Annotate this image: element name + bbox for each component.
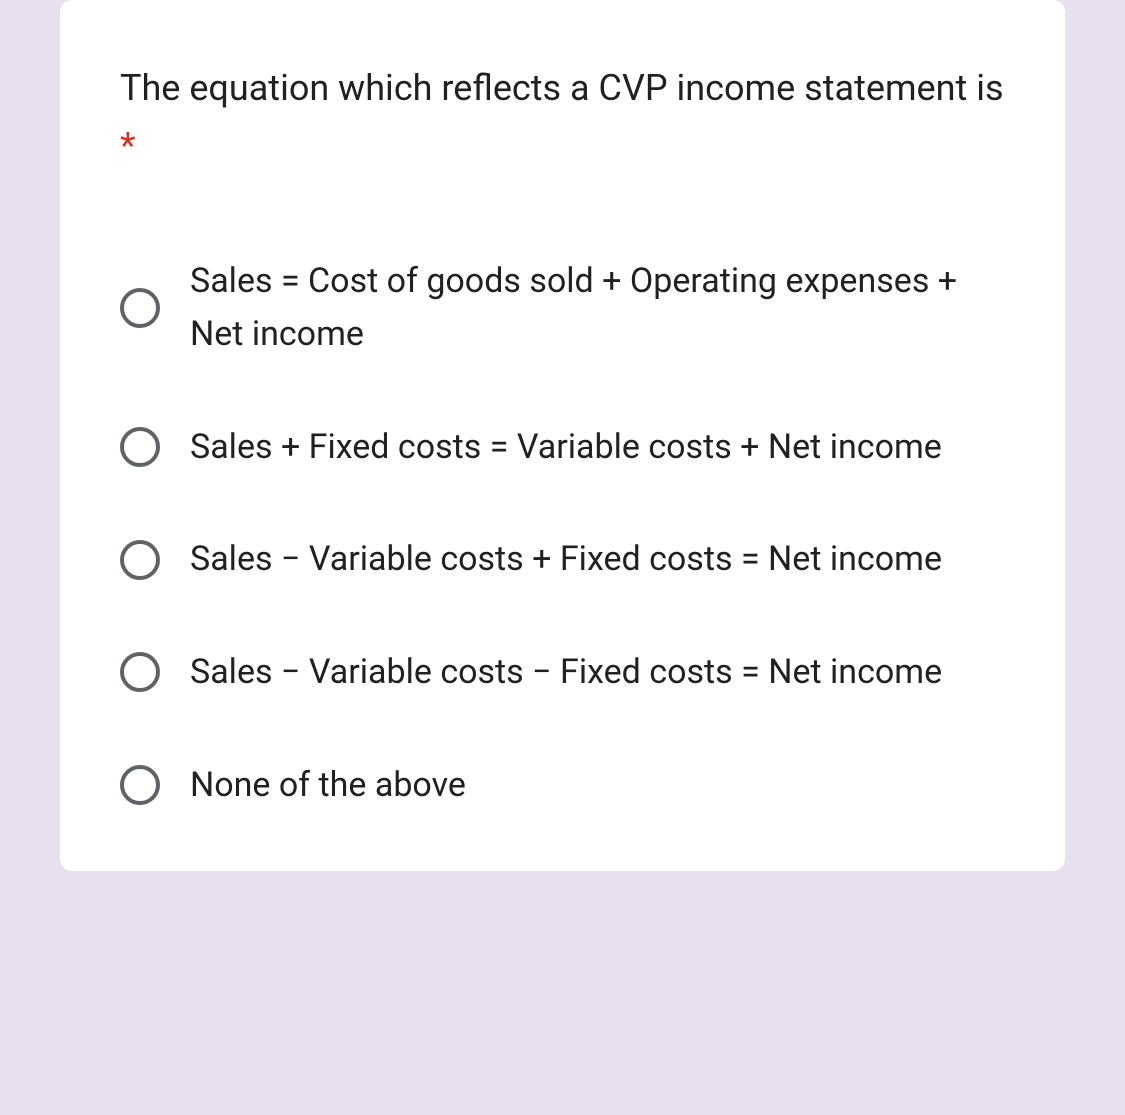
radio-circle-icon bbox=[120, 427, 160, 467]
question-title: The equation which reflects a CVP income… bbox=[120, 60, 1005, 175]
radio-option-2[interactable]: Sales + Fixed costs = Variable costs + N… bbox=[120, 421, 1005, 474]
radio-option-1[interactable]: Sales = Cost of goods sold + Operating e… bbox=[120, 255, 1005, 360]
radio-option-4[interactable]: Sales − Variable costs − Fixed costs = N… bbox=[120, 646, 1005, 699]
option-label: Sales + Fixed costs = Variable costs + N… bbox=[190, 421, 942, 474]
option-label: None of the above bbox=[190, 759, 466, 812]
required-asterisk: * bbox=[120, 125, 136, 167]
radio-circle-icon bbox=[120, 288, 160, 328]
radio-circle-icon bbox=[120, 765, 160, 805]
question-text: The equation which reflects a CVP income… bbox=[120, 67, 1004, 109]
option-label: Sales = Cost of goods sold + Operating e… bbox=[190, 255, 1005, 360]
radio-circle-icon bbox=[120, 652, 160, 692]
question-card: The equation which reflects a CVP income… bbox=[60, 0, 1065, 871]
options-container: Sales = Cost of goods sold + Operating e… bbox=[120, 255, 1005, 811]
radio-circle-icon bbox=[120, 540, 160, 580]
radio-option-3[interactable]: Sales − Variable costs + Fixed costs = N… bbox=[120, 533, 1005, 586]
option-label: Sales − Variable costs + Fixed costs = N… bbox=[190, 533, 942, 586]
option-label: Sales − Variable costs − Fixed costs = N… bbox=[190, 646, 942, 699]
radio-option-5[interactable]: None of the above bbox=[120, 759, 1005, 812]
